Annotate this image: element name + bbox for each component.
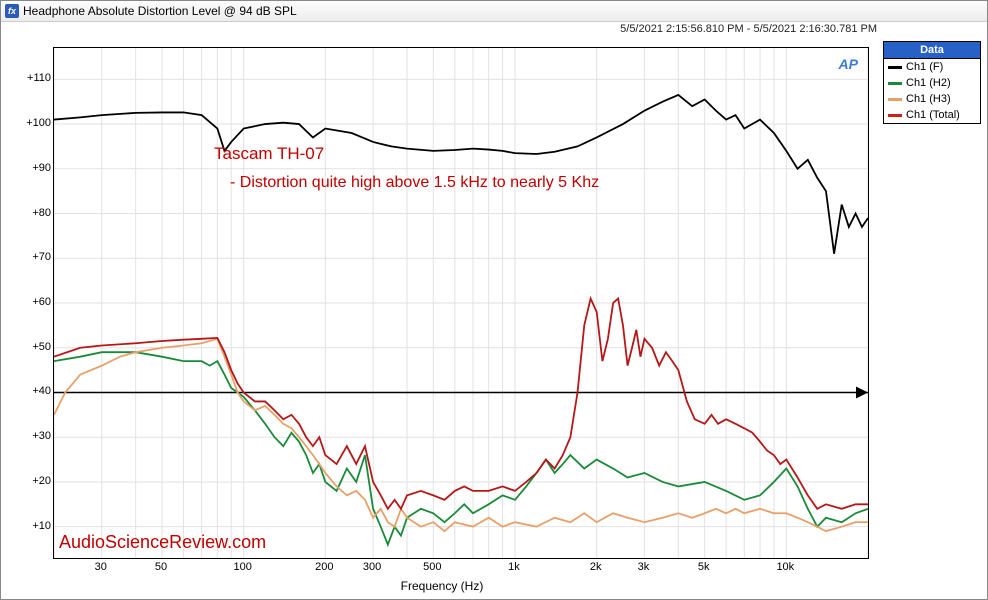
- legend-label: Ch1 (F): [906, 61, 943, 73]
- x-tick-label: 10k: [776, 561, 794, 573]
- legend-header: Data: [884, 42, 980, 59]
- y-tick-label: +20: [32, 475, 51, 487]
- y-tick-label: +100: [26, 117, 51, 129]
- y-tick-label: +10: [32, 520, 51, 532]
- legend-swatch: [888, 98, 902, 101]
- plot-svg: [54, 48, 868, 558]
- annotation-line: - Distortion quite high above 1.5 kHz to…: [230, 174, 599, 192]
- x-tick-label: 3k: [638, 561, 650, 573]
- y-tick-label: +50: [32, 341, 51, 353]
- x-tick-label: 1k: [508, 561, 520, 573]
- x-tick-label: 200: [315, 561, 333, 573]
- legend-swatch: [888, 114, 902, 117]
- legend-swatch: [888, 66, 902, 69]
- y-tick-label: +60: [32, 296, 51, 308]
- ap-logo: AP: [839, 56, 858, 72]
- y-tick-label: +80: [32, 207, 51, 219]
- x-tick-label: 30: [95, 561, 107, 573]
- y-tick-label: +110: [27, 72, 51, 84]
- title-bar: fx Headphone Absolute Distortion Level @…: [1, 1, 987, 22]
- legend-label: Ch1 (H2): [906, 77, 951, 89]
- watermark: AudioScienceReview.com: [59, 532, 266, 553]
- chart-window: fx Headphone Absolute Distortion Level @…: [0, 0, 988, 600]
- chart-area: RMS Level (dBSPL) Frequency (Hz) AP Tasc…: [7, 41, 877, 593]
- x-axis-label: Frequency (Hz): [401, 579, 484, 593]
- legend-swatch: [888, 82, 902, 85]
- x-tick-label: 50: [155, 561, 167, 573]
- x-tick-label: 300: [363, 561, 381, 573]
- annotation-title: Tascam TH-07: [214, 144, 324, 164]
- x-tick-label: 100: [233, 561, 251, 573]
- timestamp-label: 5/5/2021 2:15:56.810 PM - 5/5/2021 2:16:…: [620, 23, 877, 35]
- app-icon: fx: [5, 4, 19, 18]
- y-tick-label: +70: [32, 251, 51, 263]
- y-tick-label: +90: [32, 162, 51, 174]
- legend-item: Ch1 (F): [884, 59, 980, 75]
- x-tick-label: 500: [423, 561, 441, 573]
- legend-item: Ch1 (Total): [884, 107, 980, 123]
- y-tick-label: +40: [32, 385, 51, 397]
- legend-item: Ch1 (H3): [884, 91, 980, 107]
- y-tick-label: +30: [32, 430, 51, 442]
- window-title: Headphone Absolute Distortion Level @ 94…: [23, 4, 297, 18]
- legend-label: Ch1 (H3): [906, 93, 951, 105]
- legend-item: Ch1 (H2): [884, 75, 980, 91]
- legend-label: Ch1 (Total): [906, 109, 960, 121]
- x-tick-label: 5k: [698, 561, 710, 573]
- legend-box: Data Ch1 (F) Ch1 (H2) Ch1 (H3) Ch1 (Total): [883, 41, 981, 124]
- plot-region: AP Tascam TH-07 - Distortion quite high …: [53, 47, 869, 559]
- x-tick-label: 2k: [590, 561, 602, 573]
